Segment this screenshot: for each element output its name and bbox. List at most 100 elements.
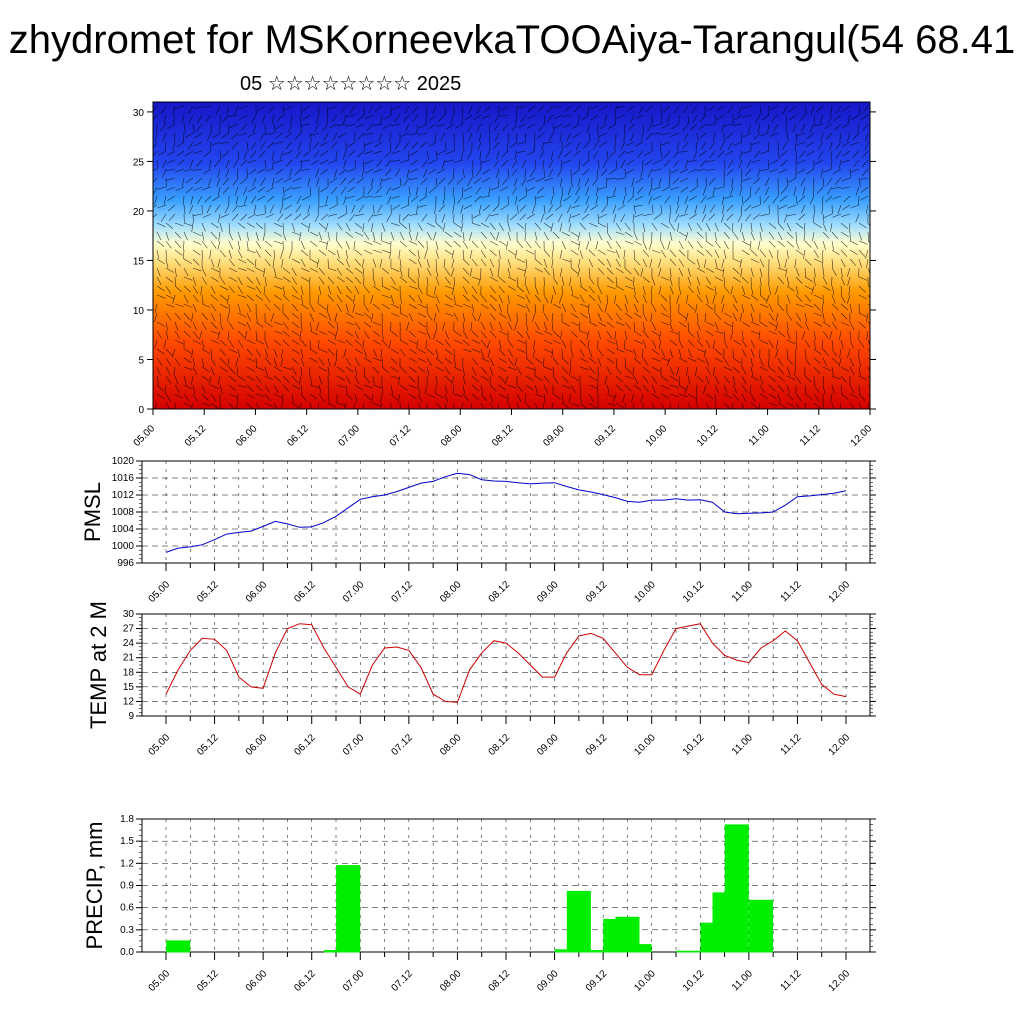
wind-vector	[453, 195, 456, 205]
wind-vector	[255, 312, 258, 322]
wind-vector	[703, 348, 707, 358]
wind-vector	[372, 348, 378, 358]
wind-vector	[224, 204, 230, 214]
wind-vector	[864, 141, 869, 151]
wind-vector	[519, 204, 527, 212]
wind-vector	[471, 384, 479, 392]
wind-vector	[174, 231, 182, 239]
wind-vector	[721, 258, 725, 268]
wind-vector	[167, 150, 176, 156]
wind-vector	[637, 150, 644, 159]
wind-vector	[327, 339, 336, 345]
wind-vector	[417, 357, 427, 363]
wind-vector	[615, 384, 623, 392]
wind-vector	[795, 321, 803, 329]
wind-vector	[246, 141, 249, 151]
wind-vector	[198, 330, 203, 340]
wind-vector	[380, 348, 383, 358]
wind-vector	[210, 312, 216, 322]
wind-vector	[237, 222, 246, 229]
wind-vector	[253, 204, 257, 214]
wind-vector	[727, 105, 734, 114]
wind-vector	[300, 303, 309, 310]
wind-vector	[288, 249, 293, 259]
wind-vector	[568, 213, 572, 223]
wind-vector	[696, 249, 705, 256]
wind-vector	[674, 213, 680, 223]
wind-vector	[740, 177, 743, 187]
wind-vector	[705, 240, 714, 247]
wind-vector	[597, 258, 605, 266]
wind-vector	[661, 141, 671, 146]
wind-vector	[480, 339, 487, 348]
wind-vector	[625, 141, 635, 147]
wind-vector	[183, 366, 193, 370]
wind-vector	[156, 249, 160, 259]
wind-vector	[165, 357, 172, 366]
wind-vector	[246, 267, 256, 273]
wind-vector	[561, 366, 569, 374]
wind-vector	[507, 195, 510, 205]
wind-vector	[345, 222, 351, 232]
wind-vector	[705, 357, 710, 367]
wind-vector	[597, 249, 606, 255]
wind-vector	[829, 330, 833, 340]
wind-vector	[831, 285, 835, 295]
wind-vector	[436, 123, 446, 128]
wind-vector	[318, 357, 325, 366]
wind-vector	[831, 402, 834, 409]
wind-vector	[830, 105, 833, 115]
wind-vector	[316, 258, 320, 268]
pmsl-panel-xtick-label: 05.12	[195, 579, 221, 605]
temp-panel-xtick-label: 09.12	[584, 732, 610, 758]
wind-vector	[559, 294, 563, 304]
wind-vector	[599, 123, 608, 130]
wind-vector	[795, 267, 800, 277]
heatmap-ytick-label: 30	[133, 108, 145, 119]
wind-vector	[320, 168, 329, 175]
wind-vector	[689, 213, 698, 220]
wind-vector	[613, 393, 617, 403]
wind-vector	[696, 231, 704, 239]
wind-vector	[363, 402, 365, 409]
wind-vector	[399, 303, 402, 313]
wind-vector	[399, 213, 401, 224]
wind-vector	[489, 330, 497, 338]
wind-vector	[480, 375, 489, 381]
wind-vector	[668, 177, 671, 187]
wind-vector	[185, 177, 194, 184]
wind-vector	[498, 303, 503, 313]
wind-vector	[624, 321, 631, 330]
wind-vector	[795, 303, 805, 308]
wind-vector	[450, 114, 455, 124]
wind-vector	[390, 366, 399, 373]
wind-vector	[786, 384, 791, 394]
wind-vector	[372, 285, 381, 292]
wind-vector	[712, 294, 716, 304]
wind-vector	[246, 303, 252, 313]
wind-vector	[847, 267, 851, 277]
wind-vector	[658, 339, 662, 349]
wind-vector	[365, 168, 374, 174]
wind-vector	[511, 123, 518, 132]
wind-vector	[534, 240, 541, 249]
wind-vector	[435, 303, 440, 313]
wind-vector	[257, 105, 266, 112]
wind-vector	[725, 132, 734, 139]
wind-vector	[454, 159, 464, 163]
wind-vector	[678, 231, 687, 237]
wind-vector	[804, 267, 807, 277]
wind-vector	[750, 312, 754, 322]
wind-vector	[571, 213, 581, 218]
wind-vector	[462, 249, 465, 259]
wind-vector	[345, 231, 354, 238]
wind-vector	[247, 132, 257, 138]
wind-vector	[219, 339, 227, 347]
wind-vector	[802, 186, 806, 196]
wind-vector	[572, 123, 581, 129]
wind-vector	[562, 123, 572, 128]
wind-vector	[606, 195, 609, 205]
wind-vector	[588, 258, 594, 268]
wind-vector	[364, 159, 374, 165]
wind-vector	[866, 312, 869, 322]
